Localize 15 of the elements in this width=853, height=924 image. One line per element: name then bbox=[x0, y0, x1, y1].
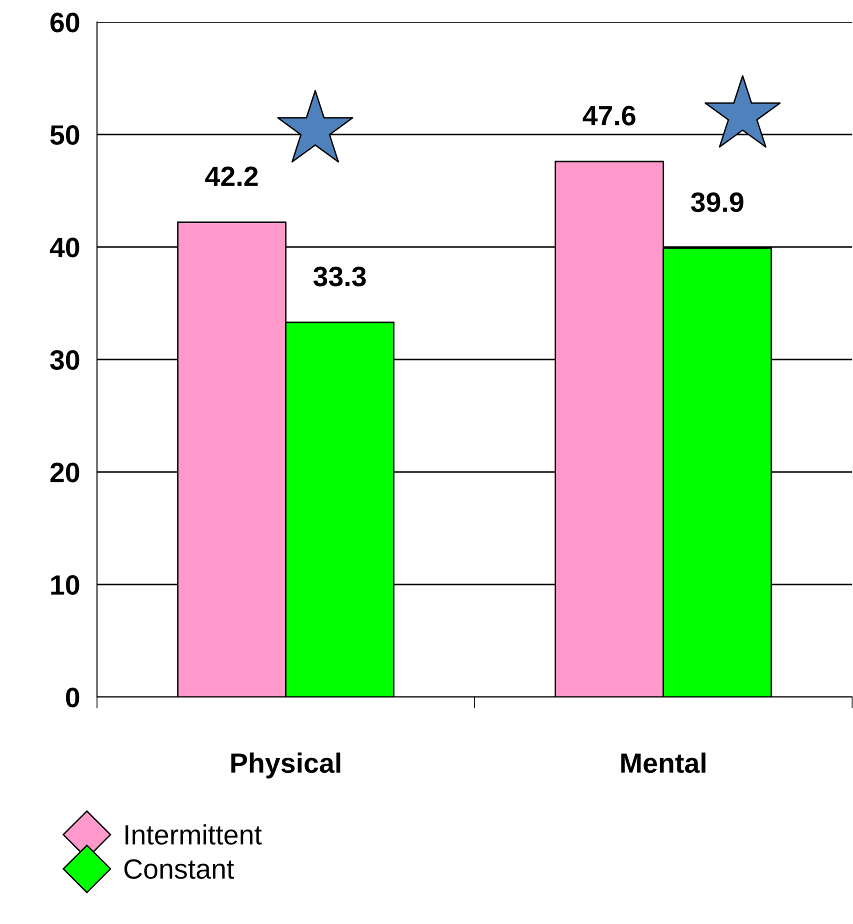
y-tick-label: 10 bbox=[51, 575, 80, 595]
data-label: 47.6 bbox=[582, 106, 636, 126]
data-label: 33.3 bbox=[313, 266, 366, 286]
data-label: 42.2 bbox=[205, 166, 258, 186]
y-tick-label: 60 bbox=[50, 12, 80, 32]
y-tick-label: 40 bbox=[50, 238, 80, 258]
y-tick-label: 50 bbox=[50, 125, 80, 145]
y-tick-label: 0 bbox=[66, 688, 80, 708]
y-tick-label: 20 bbox=[50, 462, 80, 482]
data-label: 39.9 bbox=[690, 192, 744, 212]
legend-label: Intermittent bbox=[126, 824, 262, 845]
x-tick-label: Physical bbox=[231, 752, 340, 778]
legend-label: Constant bbox=[124, 859, 234, 879]
y-tick-label: 30 bbox=[50, 350, 80, 370]
x-tick-label: Mental bbox=[621, 752, 706, 773]
